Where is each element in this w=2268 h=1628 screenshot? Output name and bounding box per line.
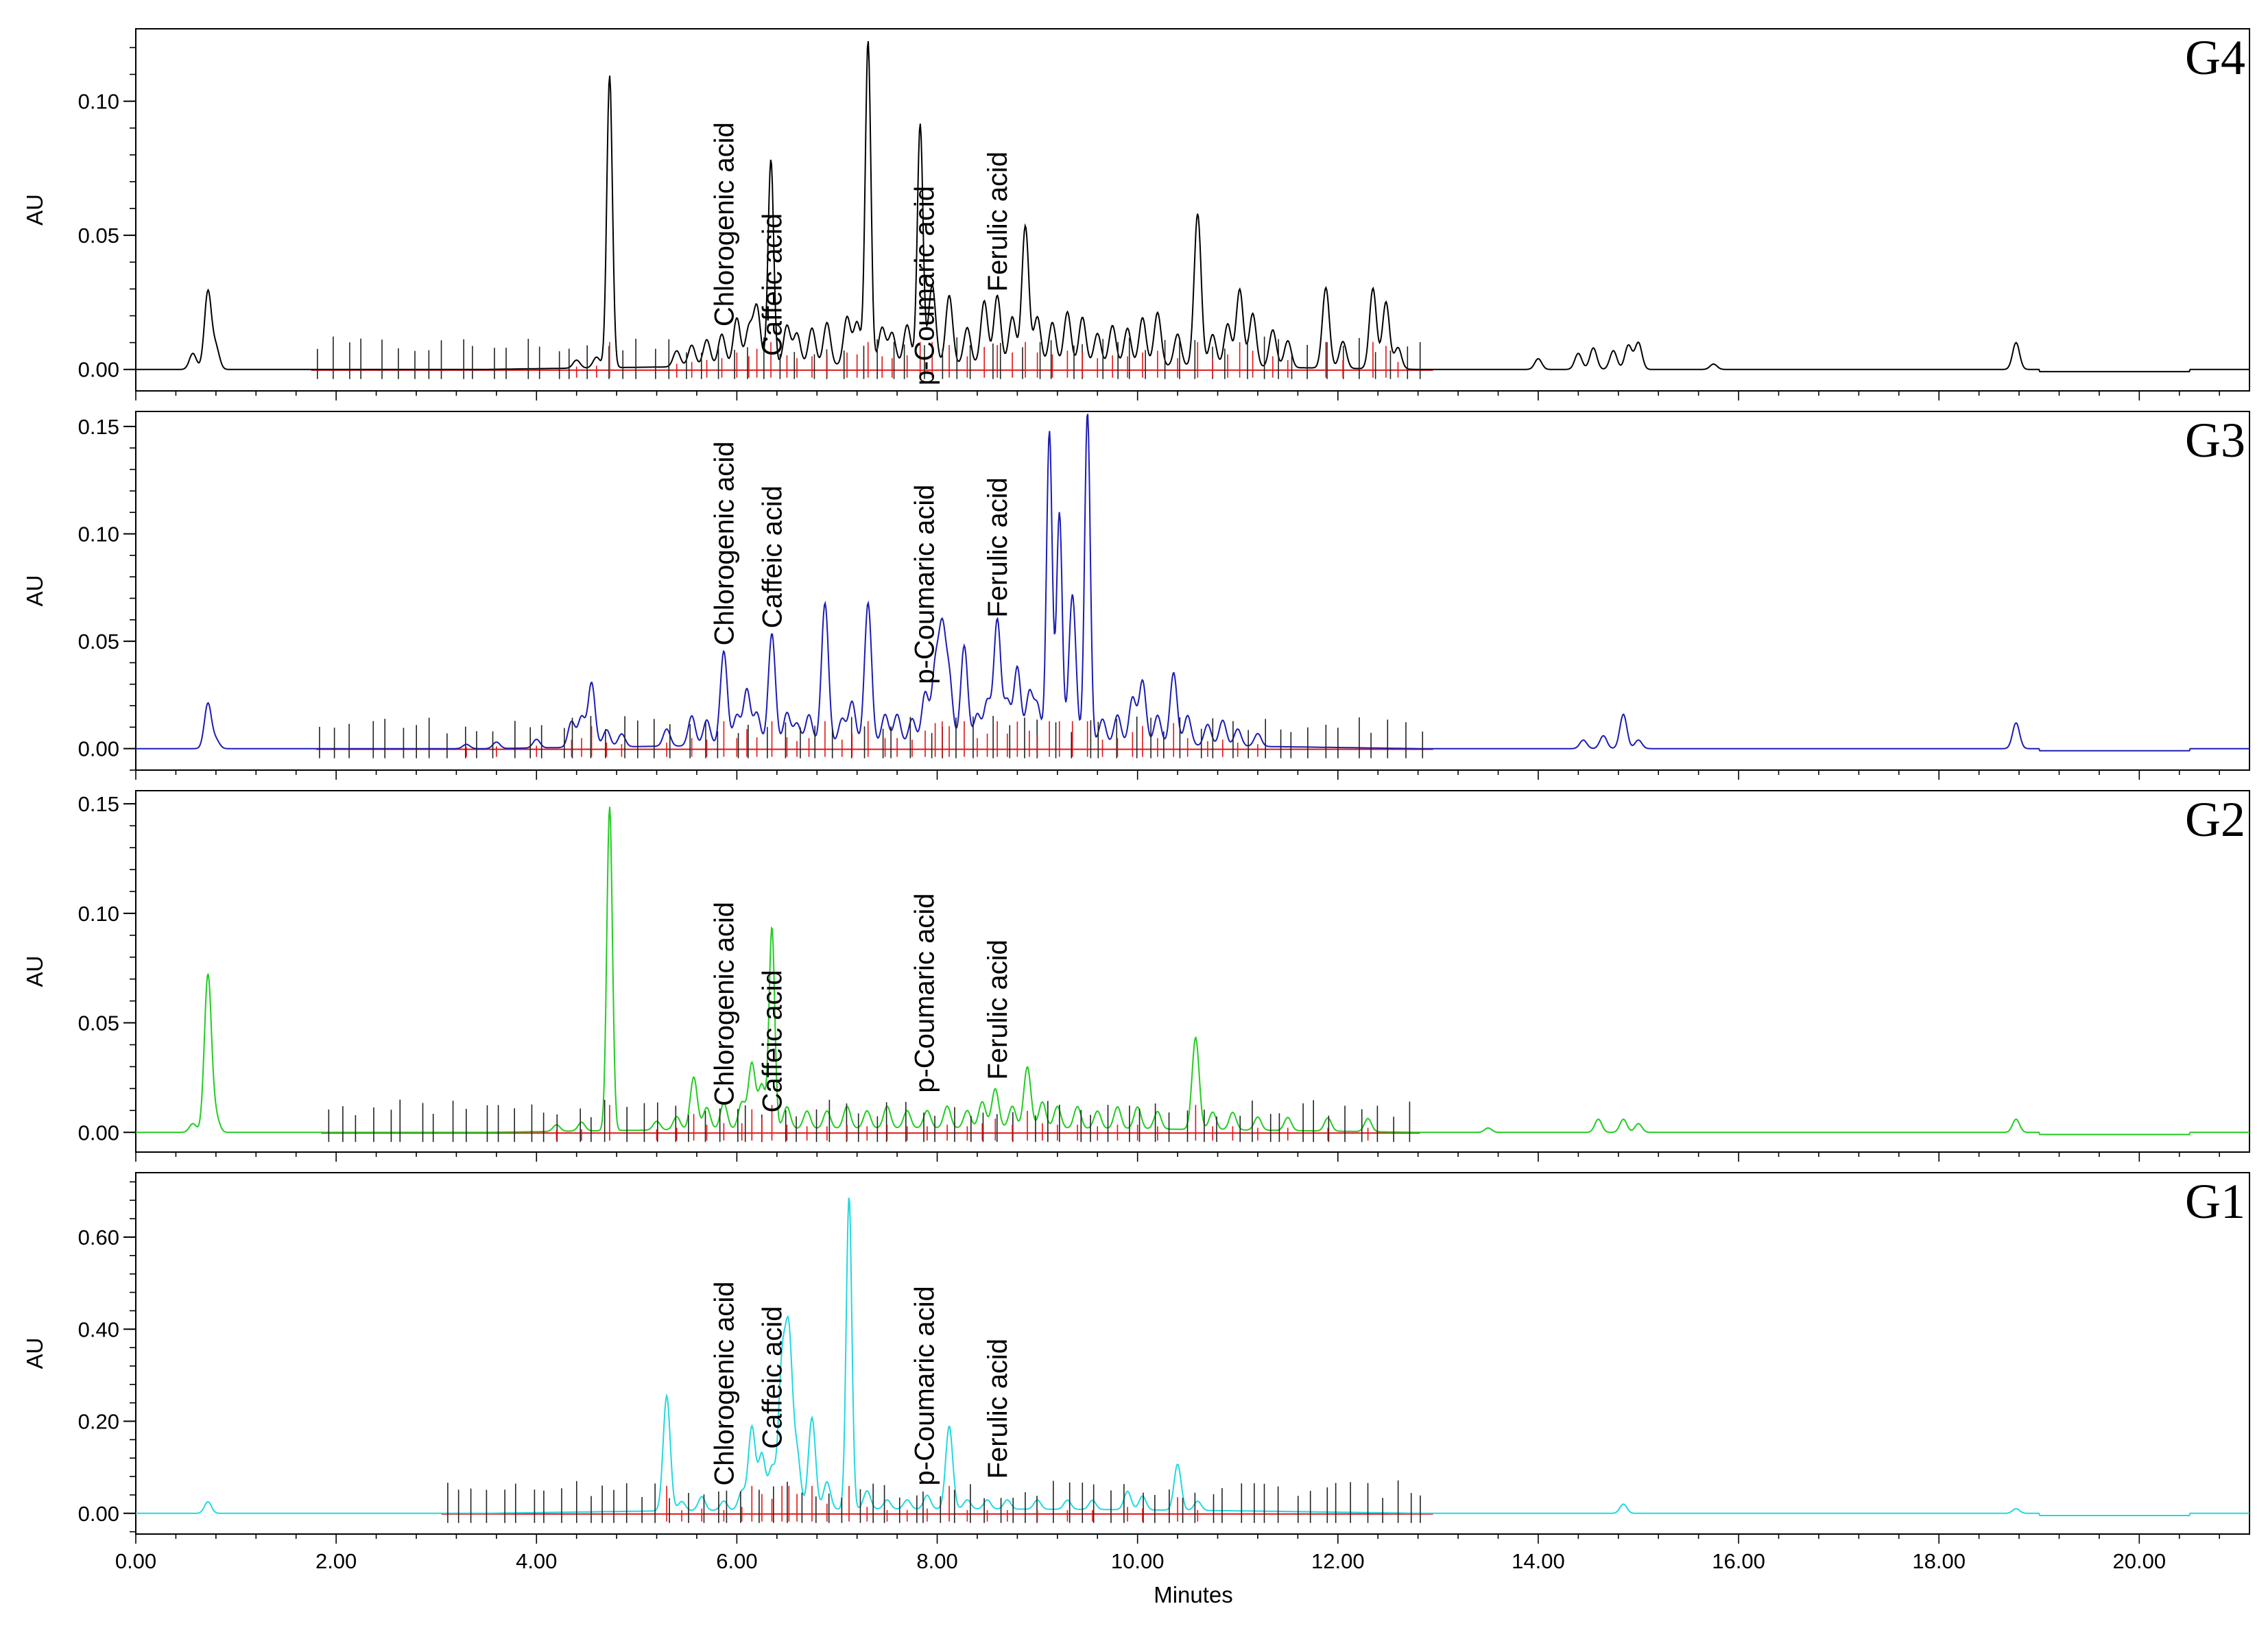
y-tick-label: 0.00 — [78, 1502, 119, 1526]
compound-label: p-Coumaric acid — [909, 186, 940, 385]
x-tick-label: 12.00 — [1311, 1549, 1365, 1573]
compound-label: Ferulic acid — [983, 477, 1013, 618]
panel-name: G3 — [2185, 413, 2245, 468]
y-tick-label: 0.10 — [78, 902, 119, 926]
panel-g2: 0.00 0.05 0.10 0.15 AU G2 Chlorogenic acid Caff… — [22, 790, 2250, 1162]
y-axis-label: AU — [22, 956, 47, 987]
x-axis-label: Minutes — [1154, 1582, 1233, 1607]
x-tick-label: 6.00 — [716, 1549, 757, 1573]
compound-label: p-Coumaric acid — [910, 484, 940, 684]
y-tick-label: 0.15 — [78, 415, 119, 439]
compound-label: Caffeic acid — [757, 213, 787, 356]
panel-name: G4 — [2185, 30, 2245, 85]
y-tick-label: 0.40 — [78, 1317, 119, 1341]
chromatogram-trace — [136, 414, 2249, 752]
compound-label: p-Coumaric acid — [910, 1286, 940, 1485]
compound-label: Caffeic acid — [758, 1306, 788, 1449]
x-tick-label: 0.00 — [115, 1549, 156, 1573]
panel-g3: 0.00 0.05 0.10 0.15 AU G3 Chlorogenic acid Caff… — [22, 411, 2250, 780]
x-tick-label: 20.00 — [2113, 1549, 2166, 1573]
y-tick-label: 0.20 — [78, 1410, 119, 1434]
compound-label: Caffeic acid — [758, 486, 788, 628]
compound-label: Ferulic acid — [983, 152, 1013, 292]
compound-label: Caffeic acid — [758, 970, 788, 1112]
compound-label: Chlorogenic acid — [709, 1282, 739, 1486]
y-axis-label: AU — [22, 575, 47, 607]
x-tick-label: 2.00 — [315, 1549, 357, 1573]
y-tick-label: 0.05 — [78, 630, 119, 654]
x-tick-label: 18.00 — [1912, 1549, 1966, 1573]
y-axis-label: AU — [22, 194, 47, 226]
y-tick-label: 0.00 — [78, 1121, 119, 1145]
x-tick-label: 14.00 — [1512, 1549, 1565, 1573]
panel-name: G1 — [2185, 1174, 2245, 1229]
compound-label: Ferulic acid — [983, 939, 1013, 1080]
y-tick-label: 0.00 — [78, 358, 119, 382]
plot-frame — [135, 1172, 2250, 1535]
x-tick-label: 8.00 — [916, 1549, 957, 1573]
panel-name: G2 — [2185, 792, 2245, 847]
plot-frame — [135, 28, 2250, 392]
chromatogram-trace — [136, 40, 2249, 372]
x-tick-label: 10.00 — [1111, 1549, 1165, 1573]
panel-g1: 0.00 0.20 0.40 0.60 AU G1 Chlorogenic acid Caff… — [22, 1172, 2250, 1544]
y-tick-label: 0.15 — [78, 792, 119, 816]
y-tick-label: 0.05 — [78, 224, 119, 248]
plot-frame — [135, 790, 2250, 1153]
x-tick-label: 4.00 — [516, 1549, 557, 1573]
y-tick-label: 0.60 — [78, 1225, 119, 1249]
plot-frame — [135, 411, 2250, 771]
y-tick-label: 0.00 — [78, 737, 119, 761]
y-tick-label: 0.10 — [78, 523, 119, 547]
compound-label: Chlorogenic acid — [709, 441, 739, 645]
compound-label: Chlorogenic acid — [709, 902, 739, 1106]
compound-label: Chlorogenic acid — [709, 122, 739, 326]
panel-g4: 0.00 0.05 0.10 AU G4 Chlorogenic acid Caffeic … — [22, 28, 2250, 400]
compound-label: p-Coumaric acid — [909, 894, 940, 1093]
y-tick-label: 0.10 — [78, 90, 119, 114]
x-axis: 0.00 2.00 4.00 6.00 8.00 10.00 12.00 14.00 16.00… — [115, 1549, 2166, 1573]
y-axis-label: AU — [22, 1338, 47, 1369]
y-tick-label: 0.05 — [78, 1011, 119, 1036]
chromatogram-trace — [136, 1197, 2249, 1516]
x-tick-label: 16.00 — [1712, 1549, 1765, 1573]
compound-label: Ferulic acid — [983, 1339, 1013, 1479]
chromatogram-trace — [136, 806, 2249, 1136]
